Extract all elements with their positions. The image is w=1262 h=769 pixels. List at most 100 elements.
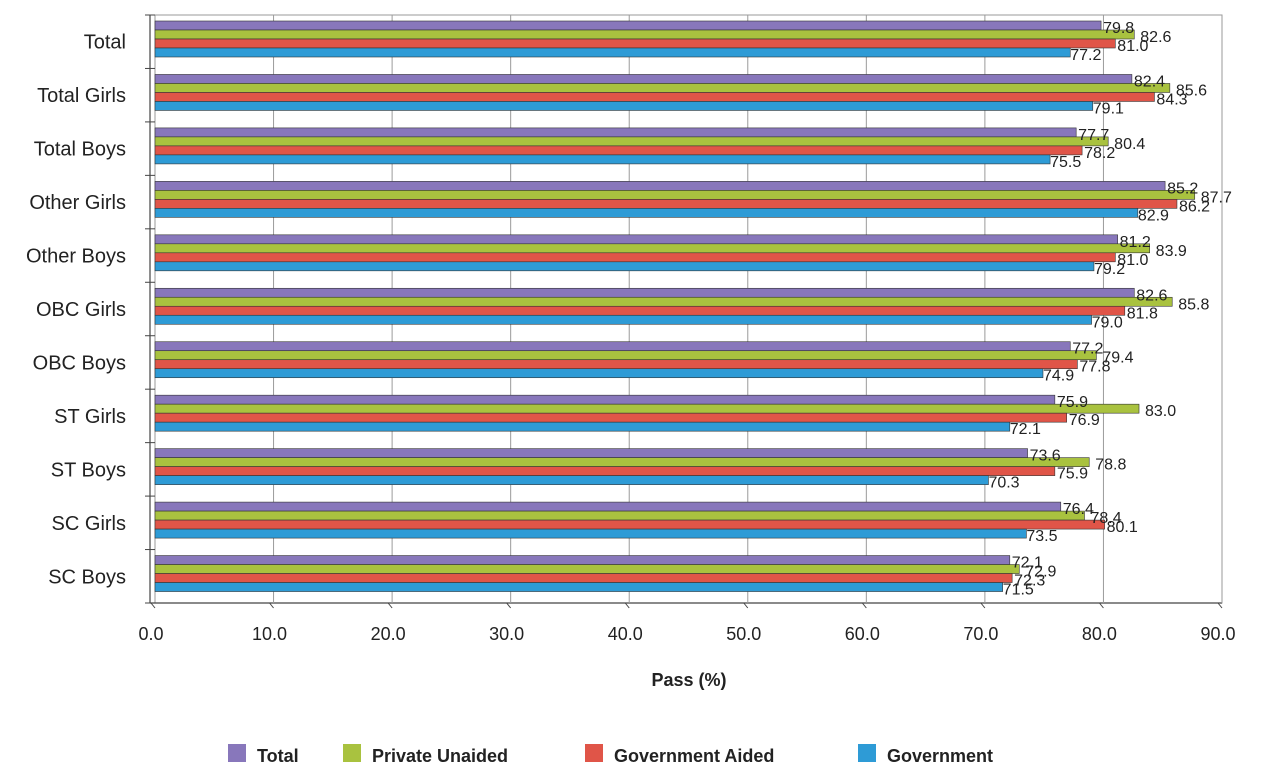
x-tick-mark (1217, 602, 1223, 609)
data-label: 82.6 (1140, 29, 1171, 46)
data-label: 87.7 (1201, 189, 1232, 206)
bar (154, 243, 1150, 254)
x-tick-label: 90.0 (1200, 624, 1235, 644)
x-tick-mark (387, 602, 393, 609)
x-tick-mark (1099, 602, 1104, 609)
category-label: Total Girls (37, 85, 126, 107)
legend-swatch (585, 744, 603, 762)
category-label: Total (84, 32, 126, 54)
bar (154, 47, 1071, 58)
x-tick-labels: 0.0 10.0 20.0 30.0 40.0 50.0 60.0 70.0 80.0 90.0 (138, 624, 1235, 644)
x-tick-label: 80.0 (1082, 624, 1117, 644)
bar (154, 359, 1078, 370)
bar (154, 261, 1095, 272)
bar (154, 287, 1135, 298)
data-label: 81.8 (1127, 305, 1158, 322)
bar (154, 350, 1097, 361)
bar (154, 101, 1094, 111)
x-tick-label: 60.0 (845, 624, 880, 644)
legend-label: Private Unaided (372, 746, 508, 766)
data-label: 84.3 (1156, 91, 1187, 108)
bar (154, 92, 1155, 102)
bar (154, 20, 1102, 31)
x-tick-label: 50.0 (726, 624, 761, 644)
bar (154, 154, 1051, 165)
bar (154, 564, 1020, 574)
bar (154, 296, 1173, 307)
x-tick-label: 30.0 (489, 624, 524, 644)
bar (154, 181, 1166, 191)
data-label: 85.8 (1178, 296, 1209, 313)
x-tick-mark (624, 602, 630, 609)
bar (154, 38, 1116, 49)
data-label: 76.4 (1063, 501, 1094, 518)
bar (154, 190, 1196, 200)
data-label: 79.4 (1102, 350, 1133, 367)
data-label: 83.0 (1145, 403, 1176, 420)
bar (154, 314, 1092, 325)
bar (154, 368, 1044, 379)
data-label: 79.8 (1103, 20, 1134, 37)
category-label: SC Girls (52, 513, 126, 535)
bars (154, 20, 1196, 592)
bar (154, 573, 1013, 583)
bar (154, 510, 1085, 521)
x-tick-mark (269, 602, 274, 609)
bar (154, 457, 1090, 467)
data-label: 80.1 (1107, 519, 1138, 536)
bar (154, 145, 1083, 156)
data-label: 74.9 (1043, 368, 1074, 385)
category-label: OBC Girls (36, 299, 126, 321)
data-label: 78.8 (1095, 457, 1126, 474)
bar (154, 582, 1003, 592)
bar (154, 199, 1178, 209)
bar (154, 403, 1140, 414)
data-label: 81.0 (1117, 252, 1148, 269)
data-label: 78.2 (1084, 145, 1115, 162)
data-label: 77.2 (1072, 341, 1103, 358)
data-label: 72.1 (1010, 421, 1041, 438)
data-label: 72.3 (1014, 573, 1045, 590)
data-label: 77.7 (1078, 127, 1109, 144)
data-label: 83.9 (1156, 243, 1187, 260)
bar (154, 528, 1027, 539)
bar (154, 29, 1135, 40)
data-label: 81.2 (1120, 234, 1151, 251)
category-label: Other Boys (26, 246, 126, 268)
data-label: 70.3 (988, 475, 1019, 492)
legend-label: Total (257, 746, 299, 766)
data-label: 75.9 (1057, 394, 1088, 411)
data-label: 75.9 (1057, 466, 1088, 483)
bar (154, 519, 1105, 530)
bar (154, 555, 1011, 565)
bar (154, 394, 1056, 405)
bar (154, 501, 1062, 512)
data-label: 85.6 (1176, 82, 1207, 99)
legend-swatch (228, 744, 246, 762)
bar (154, 74, 1133, 84)
data-label: 79.0 (1092, 314, 1123, 331)
legend-label: Government (887, 746, 993, 766)
data-label: 73.5 (1026, 528, 1057, 545)
bar (154, 305, 1126, 316)
data-label: 79.1 (1093, 100, 1124, 117)
data-label: 77.2 (1070, 47, 1101, 64)
data-label: 78.4 (1090, 510, 1121, 527)
category-label: OBC Boys (33, 352, 126, 374)
bar (154, 341, 1071, 352)
bar (154, 252, 1116, 263)
data-label: 79.2 (1094, 261, 1125, 278)
x-tick-mark (150, 602, 156, 609)
category-label: SC Boys (48, 566, 126, 588)
data-label: 86.2 (1179, 198, 1210, 215)
legend-swatch (858, 744, 876, 762)
bar (154, 127, 1077, 138)
data-label: 71.5 (1003, 582, 1034, 599)
data-label: 82.9 (1138, 207, 1169, 224)
bar (154, 421, 1011, 432)
x-tick-mark (980, 602, 986, 609)
legend-label: Government Aided (614, 746, 774, 766)
x-tick-label: 20.0 (371, 624, 406, 644)
data-label: 82.4 (1134, 73, 1165, 90)
data-label: 75.5 (1050, 154, 1081, 171)
